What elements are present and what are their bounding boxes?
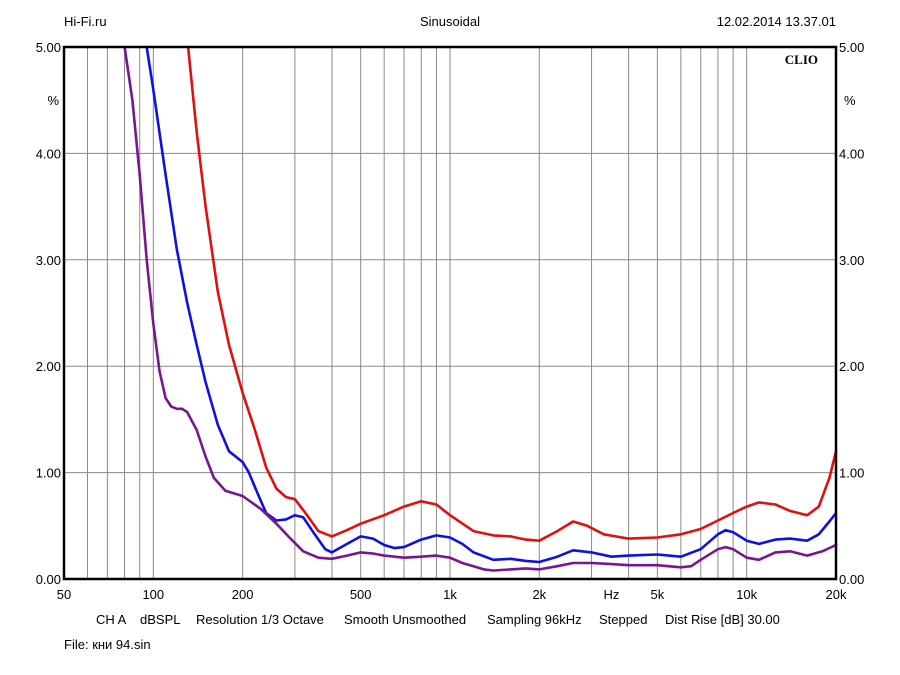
x-tick-label: 100	[142, 587, 164, 602]
y-tick-label-left: 1.00	[36, 466, 61, 481]
x-tick-label: 5k	[651, 587, 665, 602]
smooth-label: Smooth Unsmoothed	[344, 612, 467, 627]
x-tick-label: 50	[57, 587, 71, 602]
sampling-label: Sampling 96kHz	[487, 612, 582, 627]
x-tick-label: 200	[232, 587, 254, 602]
series-line-2	[145, 45, 838, 564]
stepped-label: Stepped	[599, 612, 648, 627]
x-tick-label: 10k	[736, 587, 757, 602]
y-tick-label-right: 4.00	[839, 146, 864, 161]
series-line-3	[123, 45, 838, 572]
chart-curves	[123, 45, 838, 572]
resolution-label: Resolution 1/3 Octave	[196, 612, 324, 627]
chart-labels: 0.00 0.00 1.00 1.00 2.00 2.00 3.00 3.00 4.00 4.00…	[36, 40, 865, 602]
units-label: dBSPL	[140, 612, 181, 627]
y-unit-label-right: %	[844, 93, 856, 108]
x-unit-label: Hz	[603, 587, 619, 602]
plot-frame	[62, 45, 838, 581]
dist-rise-label: Dist Rise [dB] 30.00	[665, 612, 780, 627]
y-tick-label-right: 5.00	[839, 40, 864, 55]
series-line-1	[186, 45, 838, 542]
y-tick-label-left: 0.00	[36, 572, 61, 587]
x-tick-label: 500	[350, 587, 372, 602]
y-unit-label-left: %	[47, 93, 59, 108]
y-tick-label-left: 4.00	[36, 146, 61, 161]
y-tick-label-left: 5.00	[36, 40, 61, 55]
file-label: File:	[64, 637, 89, 652]
y-tick-label-left: 2.00	[36, 359, 61, 374]
brand-label: CLIO	[785, 52, 818, 67]
file-info: File: кни 94.sin	[64, 637, 151, 652]
y-tick-label-right: 0.00	[839, 572, 864, 587]
y-tick-label-right: 3.00	[839, 253, 864, 268]
x-tick-label: 2k	[532, 587, 546, 602]
chart-grid	[63, 46, 837, 580]
channel-label: CH A	[96, 612, 127, 627]
y-tick-label-right: 1.00	[839, 466, 864, 481]
x-tick-label: 1k	[443, 587, 457, 602]
x-tick-label: 20k	[826, 587, 847, 602]
header-timestamp: 12.02.2014 13.37.01	[716, 14, 836, 29]
y-tick-label-left: 3.00	[36, 253, 61, 268]
file-name: кни 94.sin	[92, 637, 151, 652]
header-left: Hi-Fi.ru	[64, 14, 107, 29]
header-title: Sinusoidal	[420, 14, 480, 29]
y-tick-label-right: 2.00	[839, 359, 864, 374]
